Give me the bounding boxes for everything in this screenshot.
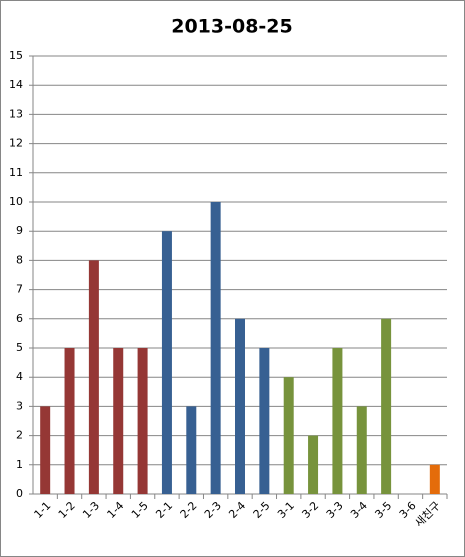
y-tick-label: 10 xyxy=(9,195,23,208)
y-tick-label: 15 xyxy=(9,49,23,62)
y-tick-label: 14 xyxy=(9,78,23,91)
y-tick-label: 6 xyxy=(16,312,23,325)
bar xyxy=(161,231,172,494)
y-tick-label: 3 xyxy=(16,399,23,412)
bar xyxy=(88,260,99,494)
bar xyxy=(283,377,294,494)
bar xyxy=(40,406,51,494)
bar xyxy=(64,348,75,494)
y-tick-label: 8 xyxy=(16,253,23,266)
bar xyxy=(356,406,367,494)
y-tick-label: 13 xyxy=(9,107,23,120)
y-tick-label: 9 xyxy=(16,224,23,237)
bar xyxy=(210,202,221,494)
bar xyxy=(113,348,124,494)
bar xyxy=(429,464,440,494)
y-tick-label: 1 xyxy=(16,458,23,471)
bar xyxy=(259,348,270,494)
bar xyxy=(235,318,245,494)
y-tick-label: 11 xyxy=(9,166,23,179)
y-tick-label: 5 xyxy=(16,341,23,354)
chart-title: 2013-08-25 xyxy=(171,16,293,38)
bar xyxy=(137,348,148,494)
y-tick-label: 2 xyxy=(16,429,23,442)
y-tick-label: 4 xyxy=(16,370,23,383)
y-tick-label: 7 xyxy=(16,283,23,296)
bar xyxy=(381,318,392,494)
y-tick-label: 12 xyxy=(9,137,23,150)
y-tick-label: 0 xyxy=(16,487,23,500)
bar xyxy=(186,406,197,494)
bar xyxy=(308,435,319,494)
bar xyxy=(332,348,343,494)
